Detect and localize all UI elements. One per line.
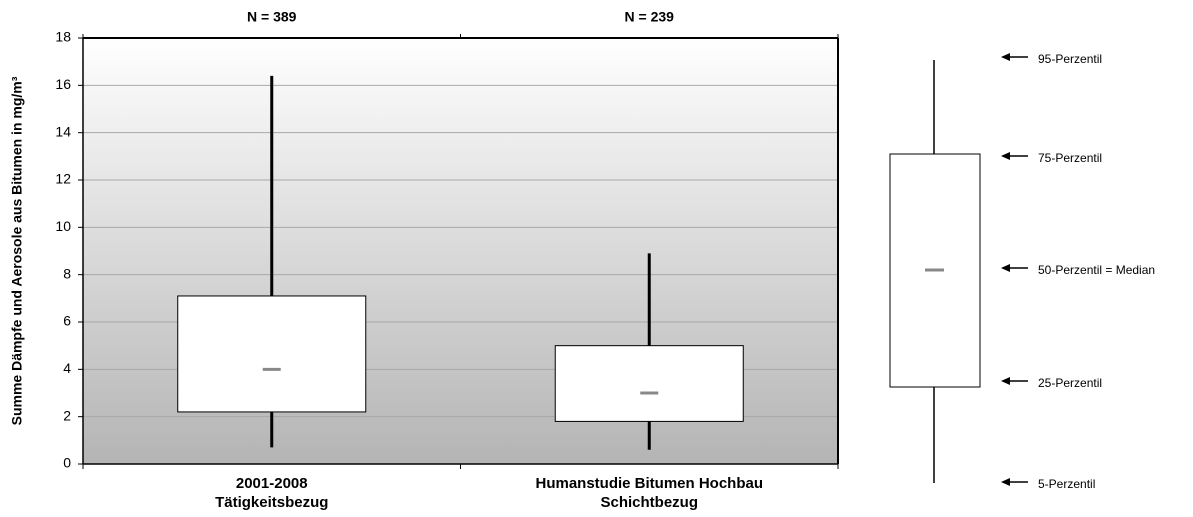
box [177, 295, 367, 413]
key-arrowhead [1001, 264, 1010, 272]
y-tick-label: 2 [63, 407, 71, 423]
y-tick-label: 10 [55, 218, 71, 234]
key-label: 5-Perzentil [1038, 477, 1095, 491]
x-tick-label: Tätigkeitsbezug [215, 494, 328, 511]
key-label: 25-Perzentil [1038, 376, 1102, 390]
y-axis-label: Summe Dämpfe und Aerosole aus Bitumen in… [9, 76, 25, 425]
key-arrowhead [1001, 478, 1010, 486]
y-tick-label: 16 [55, 76, 71, 92]
y-tick-label: 12 [55, 171, 71, 187]
y-tick-label: 18 [55, 29, 71, 45]
key-arrowhead [1001, 53, 1010, 61]
n-label: N = 239 [625, 9, 675, 25]
n-label: N = 389 [247, 9, 297, 25]
key-label: 50-Perzentil = Median [1038, 263, 1155, 277]
box [554, 345, 744, 422]
key-label: 95-Perzentil [1038, 52, 1102, 66]
x-tick-label: Schichtbezug [600, 494, 698, 511]
y-tick-label: 0 [63, 455, 71, 471]
y-tick-label: 6 [63, 313, 71, 329]
y-tick-label: 4 [63, 360, 71, 376]
x-tick-label: 2001-2008 [236, 475, 308, 492]
y-tick-label: 14 [55, 123, 71, 139]
x-tick-label: Humanstudie Bitumen Hochbau [535, 475, 763, 492]
y-tick-label: 8 [63, 265, 71, 281]
key-arrowhead [1001, 152, 1010, 160]
key-arrowhead [1001, 377, 1010, 385]
key-label: 75-Perzentil [1038, 151, 1102, 165]
